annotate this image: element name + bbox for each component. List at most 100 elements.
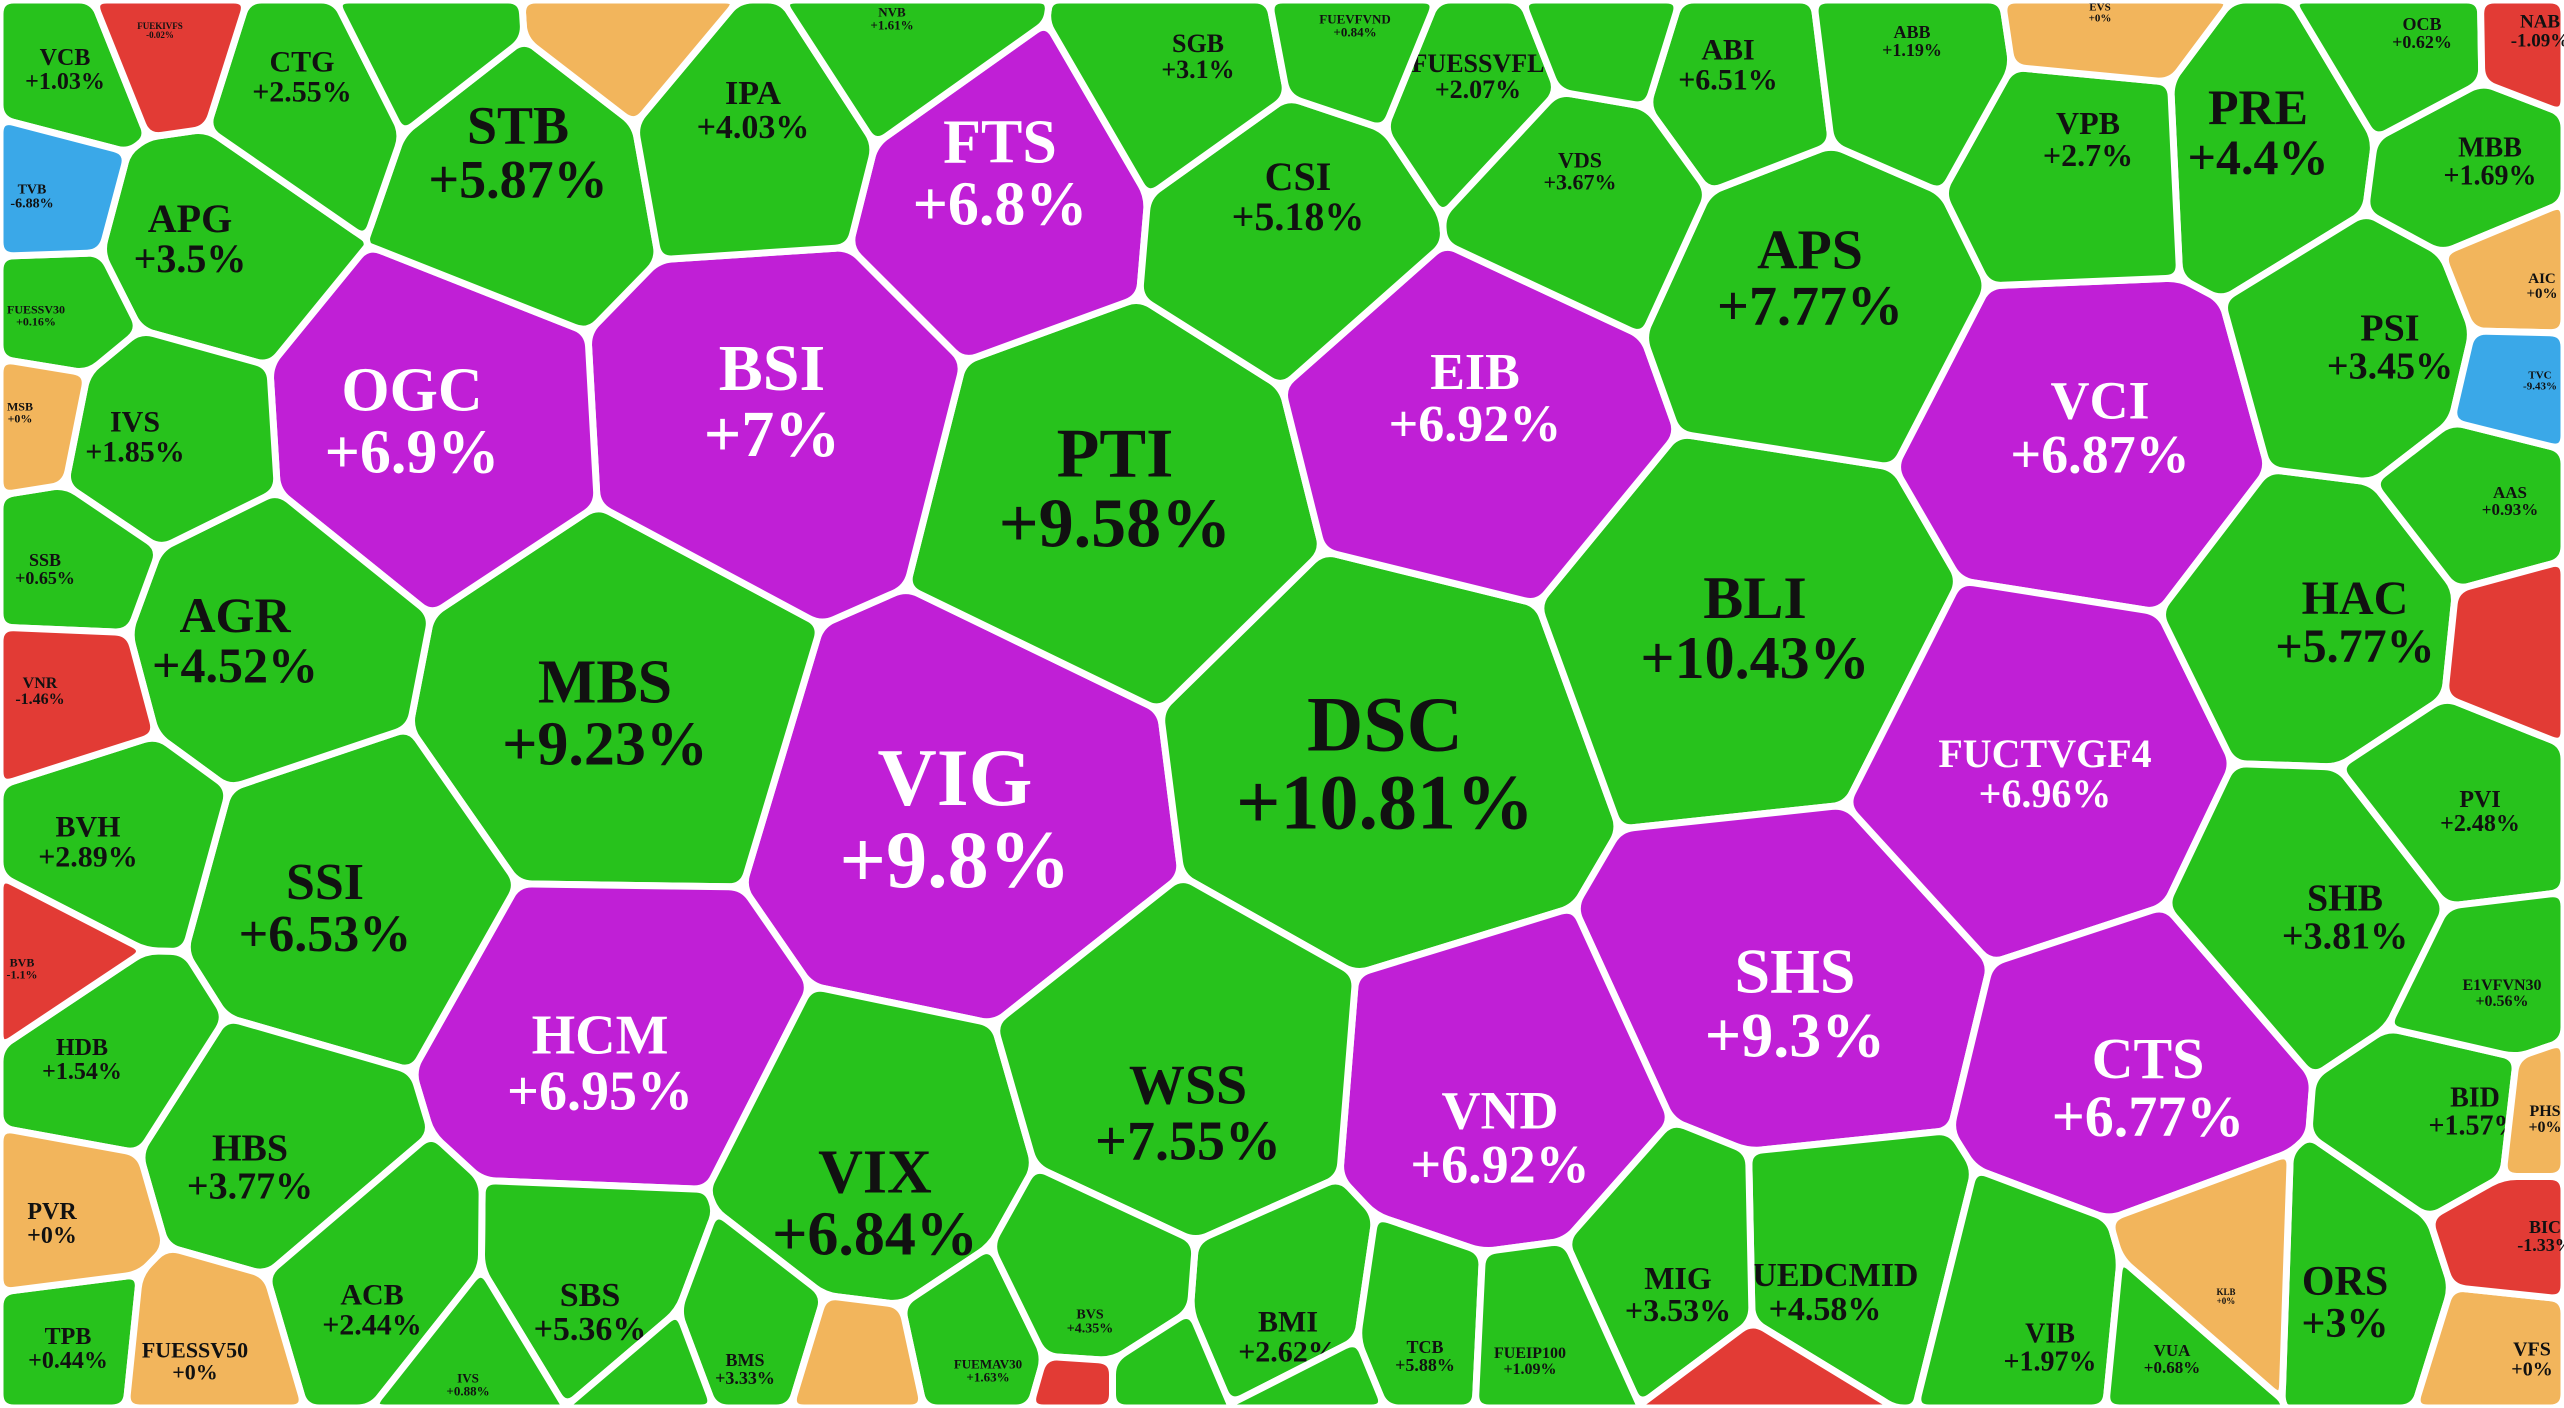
ticker-label: APG <box>148 196 232 241</box>
ticker-label: ORS <box>2302 1259 2388 1305</box>
ticker-label: IPA <box>725 75 781 112</box>
cell-bvb: BVB-1.1% <box>0 876 143 1047</box>
change-label: +9.8% <box>839 814 1070 905</box>
change-label: +9.3% <box>1705 999 1885 1070</box>
cell-aas: AAS+0.93% <box>2373 420 2564 591</box>
cell-vfs: VFS+0% <box>2413 1285 2564 1408</box>
cell-shb: SHB+3.81% <box>2165 760 2447 1077</box>
cell-pti: PTI+9.58% <box>905 297 1324 711</box>
ticker-label: APS <box>1757 219 1863 281</box>
ticker-label: EIB <box>1430 344 1520 401</box>
cell-shape <box>0 118 129 260</box>
cell-sbs: SBS+5.36% <box>477 1177 718 1406</box>
change-label: +5.87% <box>428 150 607 210</box>
change-label: +5.77% <box>2275 620 2434 673</box>
change-label: +0% <box>2511 1359 2552 1381</box>
change-label: +3% <box>2302 1301 2389 1347</box>
change-label: +7% <box>704 398 841 471</box>
change-label: +6.92% <box>1389 396 1562 453</box>
ticker-label: FTS <box>943 109 1057 177</box>
ticker-label: BLI <box>1703 565 1806 631</box>
cell-wss: WSS+7.55% <box>993 876 1359 1242</box>
ticker-label: VDS <box>1558 147 1602 172</box>
cell-filler <box>519 0 737 124</box>
ticker-label: VIX <box>818 1139 932 1207</box>
cell-shape <box>519 0 737 124</box>
change-label: +2.7% <box>2043 137 2133 173</box>
ticker-label: BIC <box>2529 1217 2561 1237</box>
cell-tvb: TVB-6.88% <box>0 118 129 260</box>
ticker-label: FUEDCMID <box>1732 1257 1919 1294</box>
cell-fuessvfl: FUESSVFL+2.07% <box>1383 0 1558 214</box>
ticker-label: SBS <box>560 1277 621 1314</box>
ticker-label: FUESSV50 <box>142 1337 248 1362</box>
ticker-label: VIB <box>2025 1319 2075 1350</box>
ticker-label: HAC <box>2302 572 2409 625</box>
cell-shape <box>206 0 404 238</box>
ticker-label: PVI <box>2459 787 2500 813</box>
cell-shape <box>1029 1353 1116 1408</box>
ticker-label: BVS <box>1076 1307 1103 1322</box>
cell-klb: KLB+0% <box>2108 1152 2294 1398</box>
cell-fuevfvnd: FUEVFVND+0.84% <box>1267 0 1437 130</box>
cell-pvi: PVI+2.48% <box>2339 696 2564 909</box>
cell-shape <box>265 1134 486 1408</box>
ticker-label: CTS <box>2092 1026 2205 1091</box>
cell-evs: EVS+0% <box>2000 0 2231 85</box>
change-label: +3.45% <box>2327 345 2453 387</box>
change-label: +0% <box>27 1223 77 1249</box>
cell-hdb: HDB+1.54% <box>0 947 226 1155</box>
ticker-label: NVB <box>878 4 906 19</box>
change-label: +3.67% <box>1543 169 1616 194</box>
ticker-label: ABI <box>1701 33 1754 66</box>
cell-filler <box>789 1293 925 1408</box>
ticker-label: PRE <box>2208 79 2308 135</box>
ticker-label: CTG <box>269 45 334 78</box>
change-label: +10.81% <box>1236 759 1534 846</box>
ticker-label: AIC <box>2528 271 2556 287</box>
cell-shape <box>2450 327 2564 451</box>
change-label: +0.56% <box>2475 993 2528 1010</box>
change-label: +0.65% <box>15 568 75 588</box>
ticker-label: VCI <box>2050 371 2149 431</box>
ticker-label: STB <box>467 96 569 156</box>
change-label: +6.84% <box>772 1201 978 1269</box>
cell-vnr: VNR-1.46% <box>0 624 158 786</box>
ticker-label: IVS <box>110 405 160 438</box>
change-label: +6.77% <box>2052 1084 2245 1149</box>
cell-shape <box>789 1293 925 1408</box>
cell-pre: PRE+4.4% <box>2167 0 2377 301</box>
change-label: +1.97% <box>2004 1347 2097 1378</box>
cell-shape <box>0 947 226 1155</box>
cell-msb: MSB+0% <box>0 357 89 497</box>
ticker-label: AGR <box>179 587 291 643</box>
ticker-label: VIG <box>878 732 1033 823</box>
change-label: -0.02% <box>146 30 174 40</box>
ticker-label: CSI <box>1265 154 1332 199</box>
cell-nvb: NVB+1.61% <box>783 0 1052 143</box>
cell-vig: VIG+9.8% <box>741 587 1184 1026</box>
ticker-label: DSC <box>1307 681 1463 768</box>
cell-csi: CSI+5.18% <box>1136 96 1447 387</box>
ticker-label: FUESSVFL <box>1412 49 1545 78</box>
change-label: -1.46% <box>15 691 64 708</box>
change-label: +1.61% <box>870 17 913 32</box>
cell-sgb: SGB+3.1% <box>1044 0 1289 196</box>
ticker-label: HDB <box>56 1035 108 1061</box>
ticker-label: BID <box>2450 1083 2500 1114</box>
ticker-label: VNR <box>23 675 58 692</box>
cell-vds: VDS+3.67% <box>1439 89 1709 336</box>
cell-bli: BLI+10.43% <box>1537 431 1960 832</box>
change-label: +4.03% <box>697 109 810 146</box>
change-label: +6.53% <box>239 906 412 963</box>
change-label: +6.87% <box>2010 425 2189 485</box>
ticker-label: PSI <box>2360 307 2419 349</box>
change-label: +6.96% <box>1979 771 2112 816</box>
change-label: +9.58% <box>999 486 1231 563</box>
ticker-label: WSS <box>1129 1054 1247 1116</box>
cell-shape <box>2413 1285 2564 1408</box>
cell-stb: STB+5.87% <box>363 39 661 333</box>
cell-ctg: CTG+2.55% <box>206 0 404 238</box>
change-label: +5.36% <box>534 1311 647 1348</box>
